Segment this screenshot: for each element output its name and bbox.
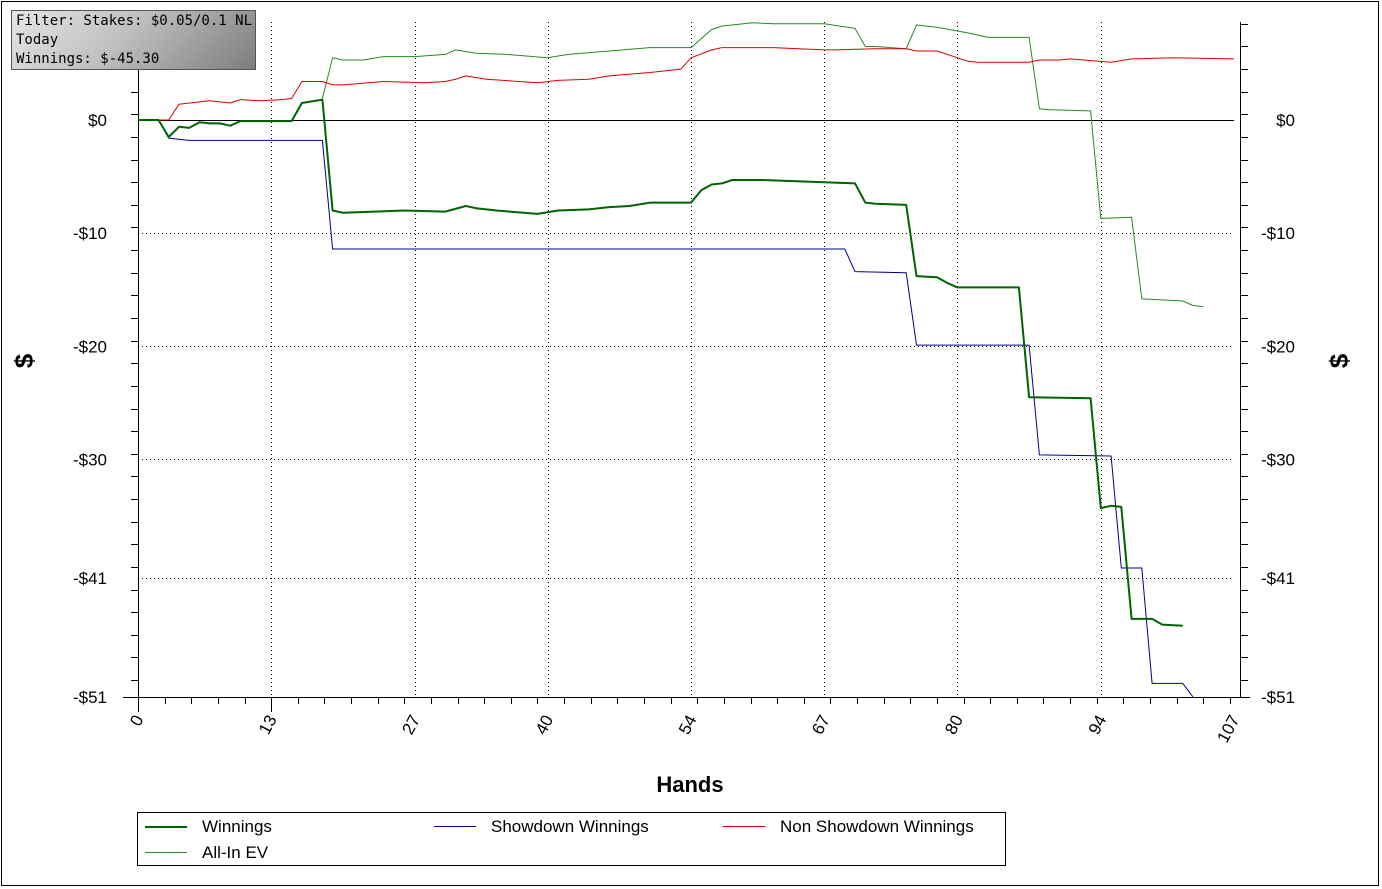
series-line-all-in-ev	[321, 22, 1204, 308]
x-tick-label: 27	[398, 712, 424, 738]
y-tick-label-left: -$20	[73, 337, 107, 356]
y-tick-label-right: -$20	[1261, 337, 1295, 356]
x-tick-label: 94	[1085, 712, 1111, 738]
y-tick-label-right: -$30	[1261, 450, 1295, 469]
y-tick-label-right: -$41	[1261, 569, 1295, 588]
x-tick-label: 107	[1213, 712, 1243, 746]
legend-swatch	[434, 826, 476, 827]
x-tick-label: 80	[941, 712, 967, 738]
y-axis-title-right: $	[1324, 353, 1354, 368]
y-tick-label-right: -$51	[1261, 688, 1295, 707]
y-tick-label-right: -$10	[1261, 224, 1295, 243]
x-tick-label: 13	[255, 712, 281, 738]
axes	[123, 22, 1250, 712]
grid	[138, 22, 1234, 697]
legend-label: Showdown Winnings	[491, 817, 649, 836]
series-line-showdown-winnings	[138, 119, 1194, 698]
y-tick-label-left: -$30	[73, 450, 107, 469]
x-tick-label: 54	[675, 712, 701, 738]
tick-labels: $0 $0 -$10 -$10 -$20 -$20 -$30 -$30 -$41 -$41 -$51…	[73, 111, 1295, 746]
y-tick-label-left: -$41	[73, 569, 107, 588]
series-line-winnings	[138, 98, 1183, 627]
x-tick-label: 67	[808, 712, 834, 738]
legend-label: All-In EV	[202, 843, 269, 862]
y-tick-label-right: $0	[1276, 111, 1295, 130]
legend-swatch	[145, 826, 187, 828]
x-tick-label: 0	[126, 712, 147, 729]
period-text: Today	[16, 32, 59, 48]
filter-text: Filter: Stakes: $0.05/0.1 NL	[16, 13, 253, 29]
legend: Winnings Showdown Winnings Non Showdown …	[137, 812, 1006, 866]
y-tick-label-left: -$51	[73, 688, 107, 707]
legend-swatch	[723, 826, 765, 827]
y-axis-title-left: $	[9, 353, 39, 368]
x-tick-label: 40	[532, 712, 558, 738]
winnings-text: Winnings: $-45.30	[16, 51, 160, 67]
legend-swatch	[145, 852, 187, 853]
series	[138, 22, 1235, 698]
legend-label: Winnings	[202, 817, 272, 836]
y-tick-label-left: -$10	[73, 224, 107, 243]
y-tick-label-left: $0	[88, 111, 107, 130]
series-line-non-showdown-winnings	[138, 47, 1235, 121]
legend-label: Non Showdown Winnings	[780, 817, 974, 836]
filter-info-box: Filter: Stakes: $0.05/0.1 NL Today Winni…	[11, 10, 256, 70]
x-axis-title: Hands	[656, 772, 723, 797]
